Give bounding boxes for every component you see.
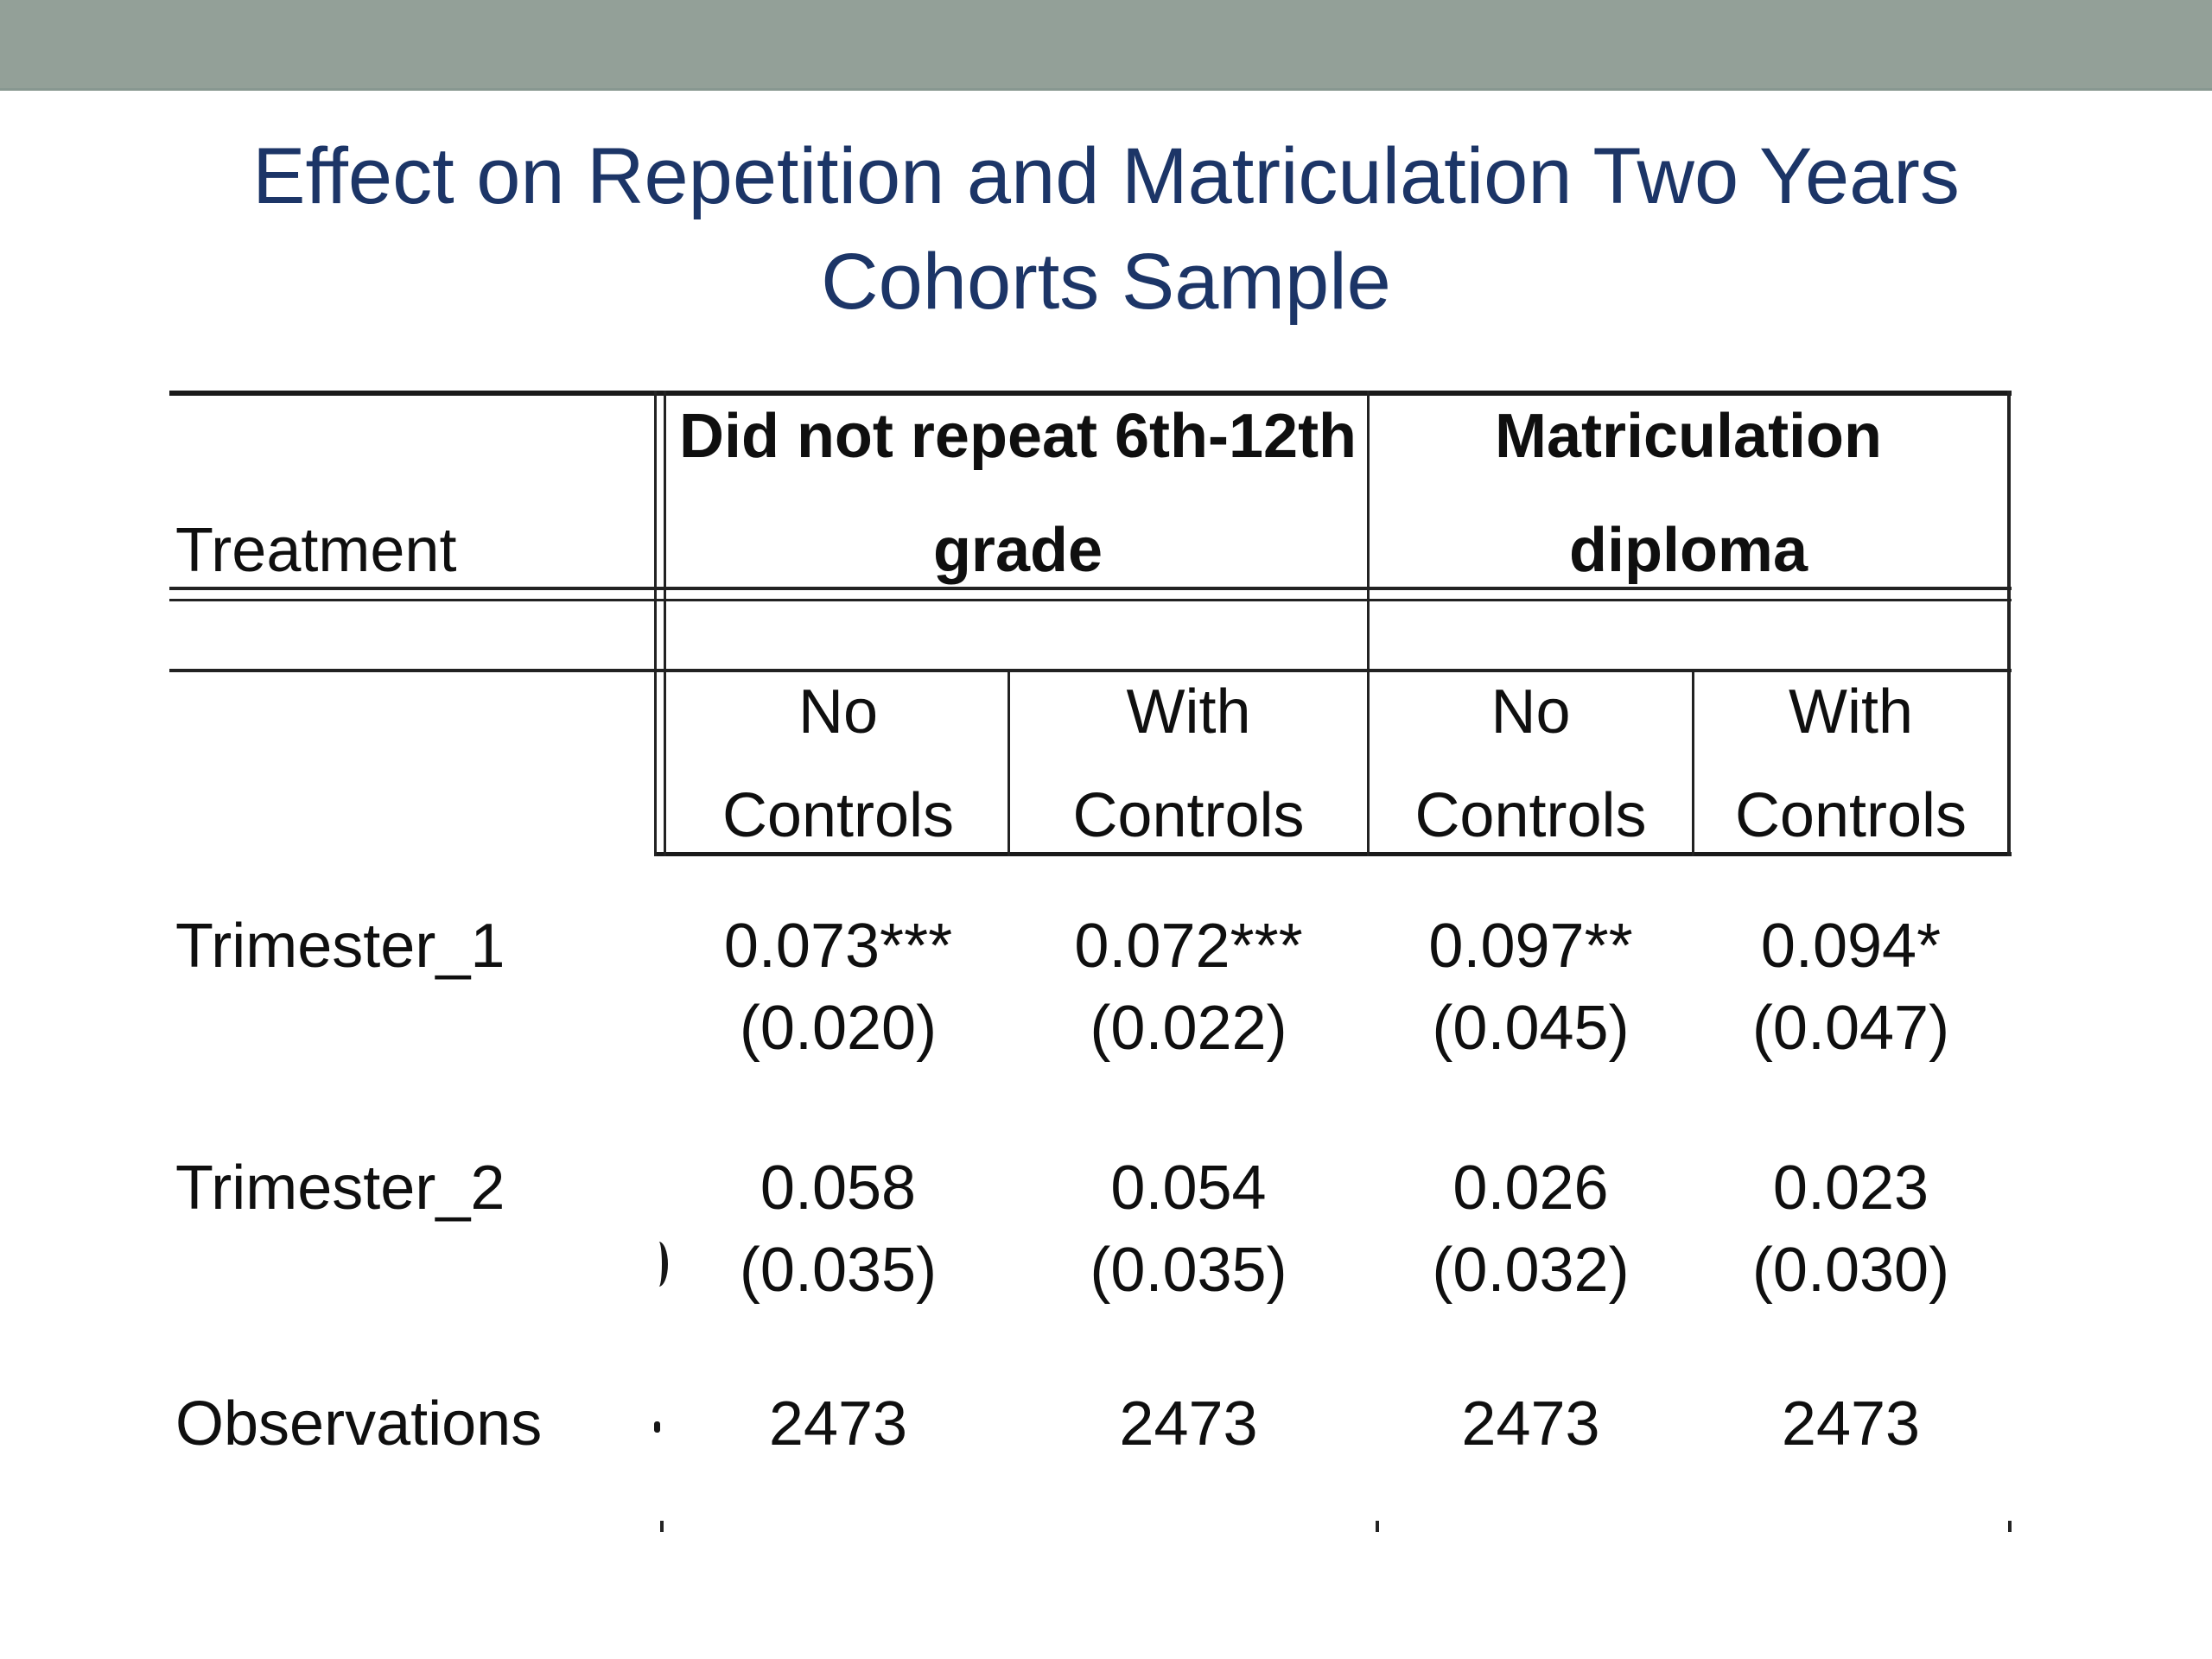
observations-value: 2473 (768, 1389, 908, 1459)
slide-title-line1: Effect on Repetition and Matriculation T… (252, 132, 1960, 220)
coef-se: (0.030) (1751, 1236, 1950, 1305)
table-header-double-rule-a (169, 587, 2012, 590)
coef-se: (0.045) (1432, 994, 1630, 1063)
group-header-2-line1: Matriculation (1494, 402, 1883, 471)
table-vline-right (2007, 391, 2011, 856)
table-vline-subcol-2 (1692, 669, 1694, 856)
subheader-col2-line1: With (1126, 677, 1251, 747)
table-top-rule (169, 391, 2012, 396)
table-header-double-rule-b (169, 599, 2012, 601)
group-header-1-line2: grade (932, 516, 1103, 585)
coef-se: (0.035) (1090, 1236, 1287, 1305)
crop-artifact-tick-right (2008, 1521, 2012, 1532)
group-header-1-line1: Did not repeat 6th-12th (678, 402, 1357, 471)
crop-artifact-tick-middle (1376, 1521, 1379, 1532)
row-label-observations: Observations (175, 1389, 543, 1459)
table-vline-left-double-b (664, 391, 666, 856)
coef-se: (0.022) (1090, 994, 1287, 1063)
table-vline-left-double-a (654, 391, 657, 856)
row-label-trimester-2: Trimester_2 (175, 1154, 505, 1223)
crop-artifact-paren-fragment (650, 1242, 668, 1287)
subheader-col3-line1: No (1491, 677, 1571, 747)
group-header-2-line2: diploma (1568, 516, 1808, 585)
observations-value: 2473 (1781, 1389, 1921, 1459)
crop-artifact-dot (654, 1421, 660, 1433)
coef-se: (0.035) (739, 1236, 938, 1305)
table-corner-label: Treatment (175, 516, 457, 585)
subheader-col2-line2: Controls (1072, 781, 1305, 850)
slide-title-line2: Cohorts Sample (821, 238, 1391, 326)
table-mid-rule (169, 669, 2012, 672)
coef-value: 0.097** (1428, 912, 1633, 981)
subheader-col3-line2: Controls (1414, 781, 1647, 850)
observations-value: 2473 (1461, 1389, 1600, 1459)
crop-artifact-tick-left (660, 1521, 664, 1532)
observations-value: 2473 (1119, 1389, 1258, 1459)
coef-se: (0.047) (1751, 994, 1950, 1063)
coef-se: (0.032) (1432, 1236, 1630, 1305)
slide-top-band (0, 0, 2212, 91)
subheader-col1-line1: No (798, 677, 879, 747)
coef-value: 0.072*** (1074, 912, 1303, 981)
coef-value: 0.023 (1772, 1154, 1929, 1223)
coef-value: 0.073*** (723, 912, 953, 981)
subheader-col4-line2: Controls (1734, 781, 1967, 850)
table-vline-group-divider (1367, 391, 1370, 856)
row-label-trimester-1: Trimester_1 (175, 912, 505, 981)
coef-value: 0.054 (1110, 1154, 1267, 1223)
subheader-col1-line2: Controls (721, 781, 955, 850)
subheader-col4-line1: With (1789, 677, 1913, 747)
table-bottom-rule (656, 852, 2012, 856)
table-vline-subcol-1 (1007, 669, 1010, 856)
coef-value: 0.094* (1760, 912, 1942, 981)
coef-se: (0.020) (739, 994, 938, 1063)
coef-value: 0.058 (760, 1154, 917, 1223)
coef-value: 0.026 (1452, 1154, 1609, 1223)
